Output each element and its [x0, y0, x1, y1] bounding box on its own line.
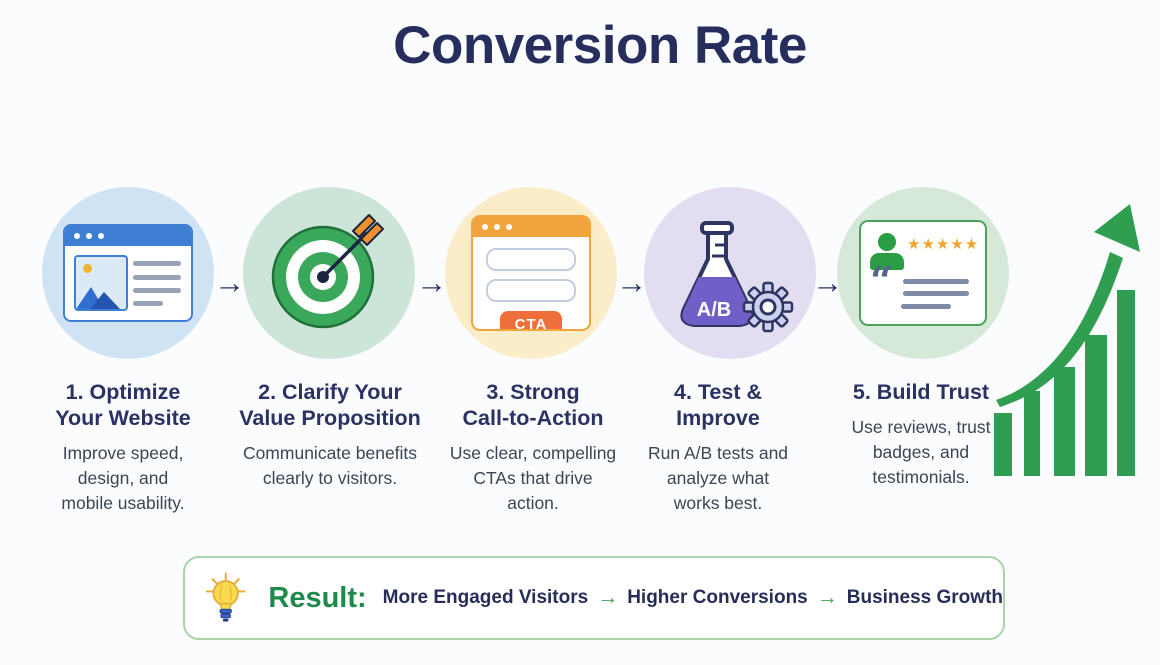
step4-circle: A/B [644, 187, 816, 359]
step3-title: 3. Strong Call-to-Action [462, 380, 604, 430]
step-connector-arrow-icon: → [616, 265, 647, 300]
result-item: Business Growth [846, 587, 1003, 608]
image-placeholder-icon [74, 255, 128, 311]
cta-form-icon: CTA [471, 215, 591, 331]
step-connector-arrow-icon: → [214, 265, 245, 300]
quote-icon: “ [870, 258, 894, 305]
ab-test-flask-gear-icon: A/B [680, 221, 794, 333]
text-line [133, 288, 181, 293]
growth-arrow-swoosh [996, 252, 1123, 407]
growth-bar [1054, 367, 1075, 476]
page-title-line1: Increase Website [45, 0, 1155, 13]
window-dot [482, 224, 488, 230]
result-arrow-icon: → [816, 586, 838, 609]
gear-icon [742, 281, 794, 333]
form-field [486, 279, 576, 302]
page-title: Increase Website Conversion Rate [45, 0, 1155, 79]
step2-title: 2. Clarify Your Value Proposition [239, 380, 421, 430]
step3-text: 3. Strong Call-to-Action Use clear, comp… [423, 379, 643, 516]
result-arrow-icon: → [597, 586, 619, 609]
step4-text: 4. Test & Improve Run A/B tests and anal… [608, 379, 828, 516]
step1-description: Improve speed, design, and mobile usabil… [61, 443, 185, 513]
step1-title: 1. Optimize Your Website [55, 380, 191, 430]
flask-lip [700, 221, 734, 235]
flask-liquid [682, 277, 752, 325]
website-browser-icon [63, 224, 193, 322]
browser-title-bar [65, 226, 191, 246]
avatar-icon [870, 253, 904, 270]
growth-bar [1024, 391, 1040, 476]
step5-text: 5. Build Trust Use reviews, trust badges… [811, 379, 1031, 490]
sun-icon [83, 264, 92, 273]
step5-description: Use reviews, trust badges, and testimoni… [851, 417, 991, 487]
window-dot [86, 233, 92, 239]
result-item: Higher Conversions [627, 587, 808, 608]
step1-text: 1. Optimize Your Website Improve speed, … [13, 379, 233, 516]
result-label: Result: [268, 581, 367, 614]
lightbulb-icon [205, 572, 246, 622]
window-dot [494, 224, 500, 230]
step1-circle [42, 187, 214, 359]
form-title-bar [473, 217, 589, 237]
step3-circle: CTA [445, 187, 617, 359]
step2-description: Communicate benefits clearly to visitors… [242, 443, 418, 488]
five-stars-icon: ★★★★★ [907, 236, 980, 253]
step5-title: 5. Build Trust [852, 380, 990, 404]
step2-text: 2. Clarify Your Value Proposition Commun… [220, 379, 440, 491]
page-title-line2: Conversion Rate [393, 16, 807, 75]
mountains-icon [76, 287, 120, 309]
growth-bar [1117, 290, 1135, 476]
window-dot [506, 224, 512, 230]
growth-bars-arrow-icon [994, 204, 1140, 476]
step5-circle: ★★★★★ “ [837, 187, 1009, 359]
step4-title: 4. Test & Improve [673, 380, 762, 430]
growth-bar [1085, 335, 1107, 476]
result-items: More Engaged Visitors → Higher Conversio… [383, 586, 1003, 610]
growth-bar [994, 413, 1012, 476]
step4-description: Run A/B tests and analyze what works bes… [647, 443, 789, 513]
text-line [133, 275, 181, 280]
text-line [133, 301, 163, 306]
text-line [133, 261, 181, 266]
growth-arrowhead [1094, 204, 1140, 252]
text-line [903, 291, 969, 296]
text-line [903, 279, 969, 284]
target-dart-icon [271, 214, 384, 329]
window-dot [98, 233, 104, 239]
step-connector-arrow-icon: → [416, 265, 447, 300]
window-dot [74, 233, 80, 239]
result-banner: Result: More Engaged Visitors → Higher C… [183, 556, 1005, 640]
cta-button: CTA [500, 311, 562, 329]
result-item: More Engaged Visitors [382, 587, 589, 608]
step3-description: Use clear, compelling CTAs that drive ac… [449, 443, 617, 513]
ab-label: A/B [697, 299, 731, 321]
testimonial-review-icon: ★★★★★ “ [859, 220, 987, 326]
avatar-icon [878, 233, 896, 251]
text-line [901, 304, 951, 309]
step2-circle [243, 187, 415, 359]
form-field [486, 248, 576, 271]
